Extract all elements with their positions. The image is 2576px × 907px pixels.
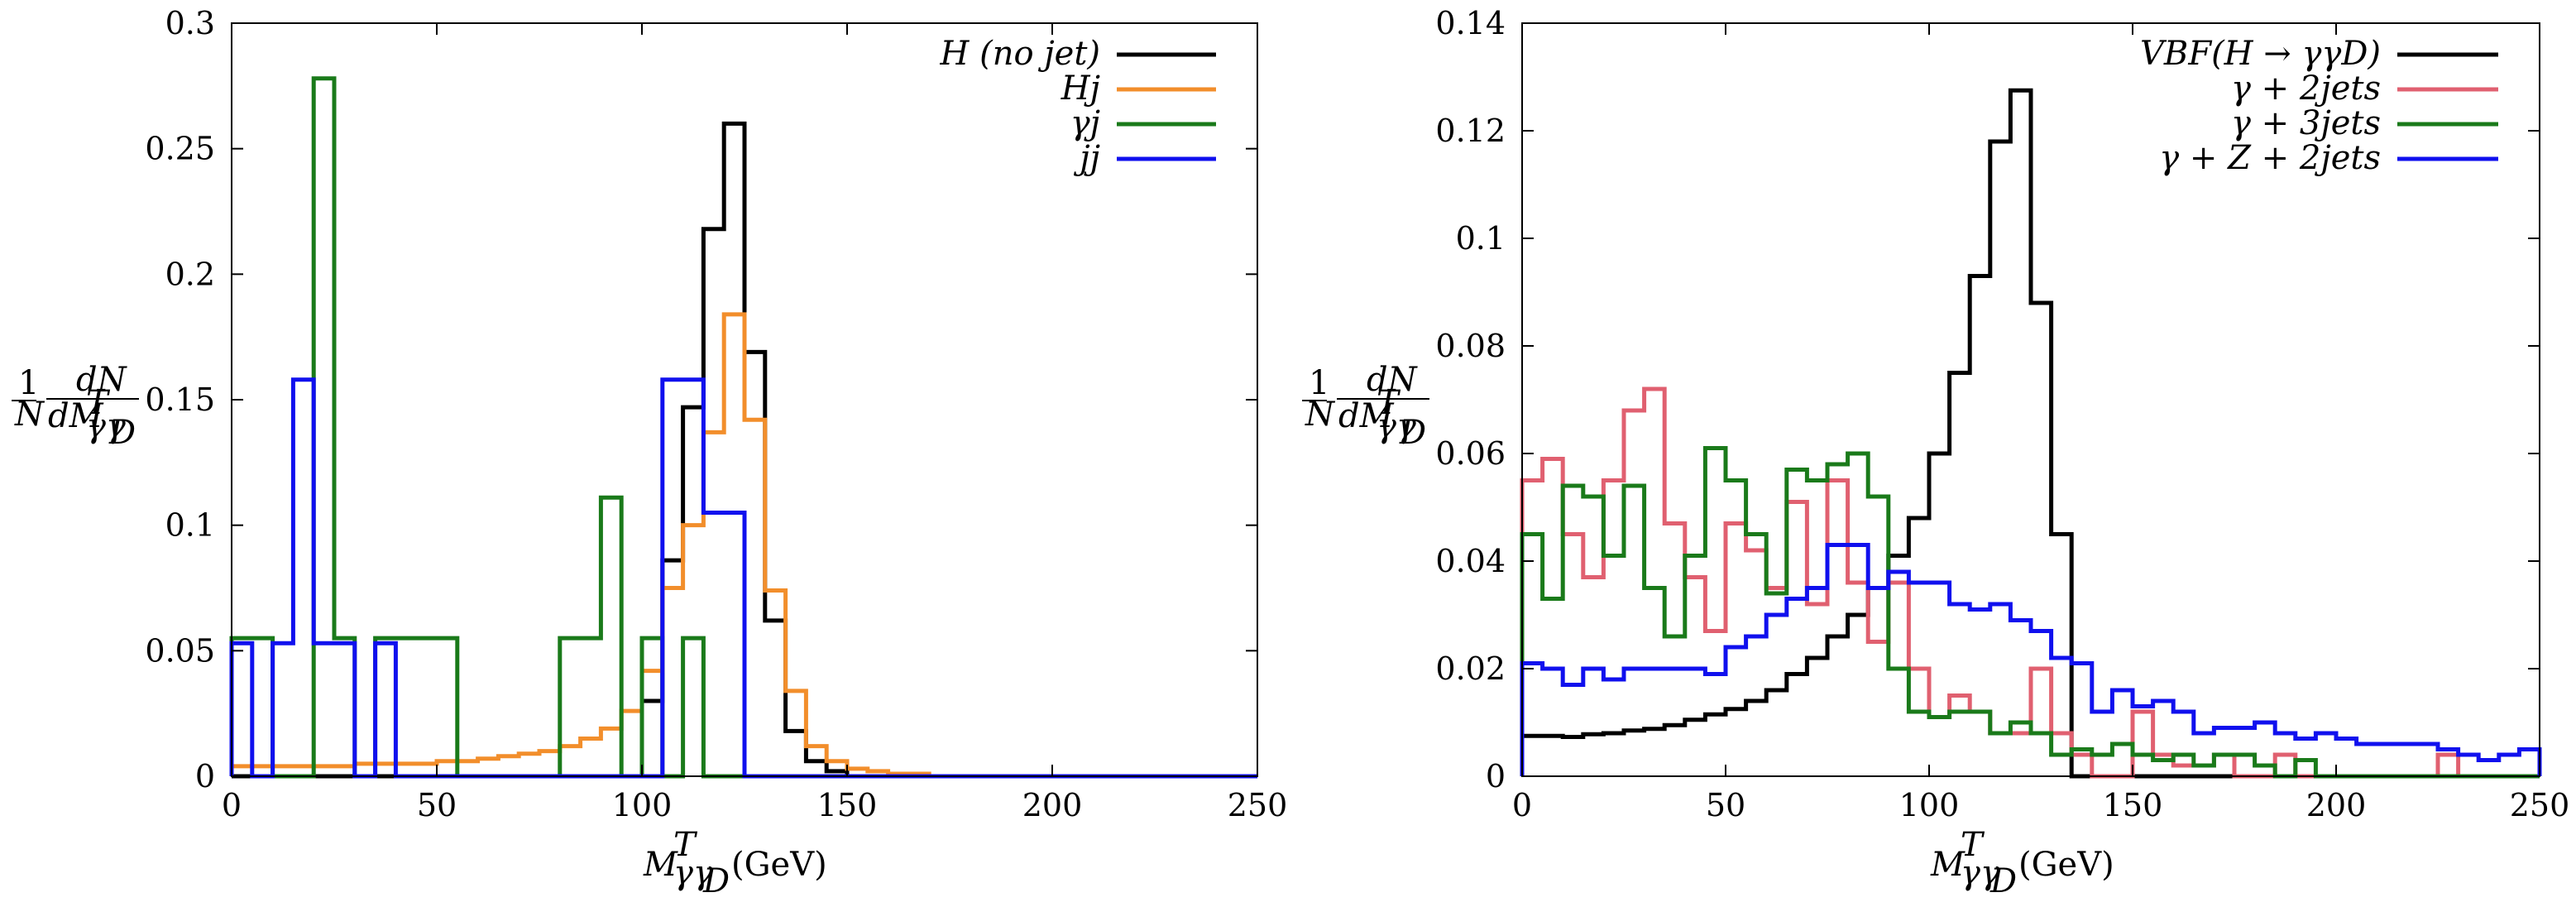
y-tick-label: 0.2 <box>165 256 215 292</box>
y-tick-label: 0.05 <box>145 632 215 669</box>
x-tick-label: 250 <box>2510 787 2570 823</box>
svg-text:M: M <box>1930 846 1966 884</box>
svg-text:D: D <box>1399 414 1426 452</box>
svg-text:T: T <box>86 384 111 422</box>
y-tick-label: 0.3 <box>165 5 215 41</box>
y-tick-label: 0 <box>195 758 215 794</box>
left-y-axis-label: 1 N dN dM T γγ D <box>12 361 139 452</box>
svg-text:D: D <box>108 414 136 452</box>
legend-label: γ + Z + 2jets <box>2159 139 2381 177</box>
x-tick-label: 200 <box>2306 787 2367 823</box>
legend-label: jj <box>1073 139 1100 177</box>
legend-item-gamma-j: γj <box>1070 104 1216 142</box>
svg-text:γγ: γγ <box>86 407 126 445</box>
y-tick-label: 0.12 <box>1435 113 1506 149</box>
svg-text:γγ: γγ <box>1377 407 1416 445</box>
svg-text:N: N <box>14 396 45 434</box>
svg-text:T: T <box>673 826 698 864</box>
legend-label: γ + 3jets <box>2231 104 2381 142</box>
svg-text:dM: dM <box>1338 397 1395 435</box>
svg-text:T: T <box>1961 826 1985 864</box>
y-tick-label: 0.04 <box>1435 543 1506 579</box>
x-tick-label: 50 <box>417 787 457 823</box>
right-y-axis-label: 1 N dN dM T γγ D <box>1302 361 1429 452</box>
y-tick-label: 0.06 <box>1435 435 1506 472</box>
x-tick-label: 0 <box>1512 787 1532 823</box>
left-axis-ticks: 0 50 100 150 200 250 0 0.05 0.1 0.15 0.2 0.25 0.3 <box>145 5 1287 823</box>
svg-text:(GeV): (GeV) <box>731 846 827 884</box>
x-tick-label: 0 <box>222 787 242 823</box>
legend-label: VBF(H → γγD) <box>2140 35 2381 73</box>
legend-item-gamma-z-2jets: γ + Z + 2jets <box>2159 139 2498 177</box>
right-histogram-panel: 0 50 100 150 200 250 0 0.02 0.04 0.06 0.08 0.1 0.12 0… <box>1302 5 2569 900</box>
svg-text:M: M <box>643 846 678 884</box>
histogram-series-3 <box>1520 543 2542 776</box>
histogram-series-3 <box>229 377 1257 779</box>
x-tick-label: 100 <box>612 787 673 823</box>
y-tick-label: 0.1 <box>1456 220 1506 257</box>
x-tick-label: 200 <box>1022 787 1083 823</box>
x-tick-label: 250 <box>1228 787 1288 823</box>
x-tick-label: 50 <box>1706 787 1745 823</box>
y-tick-label: 0.08 <box>1435 328 1506 364</box>
legend-item-h-no-jet: H (no jet) <box>939 35 1216 73</box>
right-histogram-series <box>1520 88 2542 779</box>
svg-text:γγ: γγ <box>1961 854 2000 892</box>
svg-text:1: 1 <box>18 364 39 402</box>
svg-text:dM: dM <box>48 397 104 435</box>
y-tick-label: 0.02 <box>1435 650 1506 687</box>
legend-item-hj: Hj <box>1061 70 1216 108</box>
svg-text:D: D <box>1989 862 2017 900</box>
histogram-series-1 <box>1520 386 2540 779</box>
legend-item-vbf: VBF(H → γγD) <box>2140 35 2498 73</box>
y-tick-label: 0.1 <box>165 507 215 544</box>
legend-label: γj <box>1070 104 1100 142</box>
right-axis-ticks: 0 50 100 150 200 250 0 0.02 0.04 0.06 0.08 0.1 0.12 0… <box>1435 5 2569 823</box>
legend-item-gamma-3jets: γ + 3jets <box>2231 104 2498 142</box>
legend-label: γ + 2jets <box>2231 70 2381 108</box>
svg-text:T: T <box>1377 384 1401 422</box>
right-x-axis-label: M T γγ D (GeV) <box>1930 826 2114 900</box>
left-histogram-panel: 0 50 100 150 200 250 0 0.05 0.1 0.15 0.2 0.25 0.3 1 … <box>12 5 1287 900</box>
svg-text:dN: dN <box>76 361 128 399</box>
right-plot-frame <box>1521 22 2540 777</box>
svg-text:N: N <box>1305 396 1336 434</box>
svg-text:dN: dN <box>1367 361 1419 399</box>
right-legend: VBF(H → γγD) γ + 2jets γ + 3jets γ + Z +… <box>2140 35 2498 177</box>
left-x-axis-label: M T γγ D (GeV) <box>643 826 827 900</box>
y-tick-label: 0.14 <box>1435 5 1506 41</box>
legend-item-jj: jj <box>1073 139 1216 177</box>
legend-label: H (no jet) <box>939 35 1100 73</box>
svg-text:D: D <box>702 862 730 900</box>
left-legend: H (no jet) Hj γj jj <box>939 35 1216 177</box>
y-tick-label: 0 <box>1486 758 1506 794</box>
x-tick-label: 100 <box>1899 787 1960 823</box>
y-tick-label: 0.25 <box>145 131 215 167</box>
legend-item-gamma-2jets: γ + 2jets <box>2231 70 2498 108</box>
legend-label: Hj <box>1061 70 1100 108</box>
svg-text:1: 1 <box>1309 364 1329 402</box>
svg-text:γγ: γγ <box>673 854 713 892</box>
x-tick-label: 150 <box>2103 787 2163 823</box>
svg-text:(GeV): (GeV) <box>2018 846 2114 884</box>
x-tick-label: 150 <box>817 787 878 823</box>
left-histogram-series <box>229 76 1257 779</box>
y-tick-label: 0.15 <box>145 382 215 418</box>
